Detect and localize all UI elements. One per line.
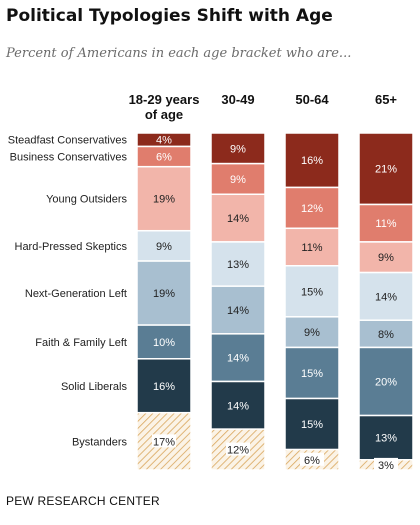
data-label-background xyxy=(300,452,324,466)
series-label: Solid Liberals xyxy=(61,381,128,393)
data-label: 4% xyxy=(156,135,172,147)
data-label: 16% xyxy=(153,381,175,393)
bar-segment xyxy=(136,260,192,326)
series-label: Bystanders xyxy=(72,436,128,448)
data-label: 6% xyxy=(156,152,172,164)
data-label: 9% xyxy=(230,143,246,155)
data-label: 9% xyxy=(156,241,172,253)
bar-segment xyxy=(210,162,266,196)
data-label: 19% xyxy=(153,288,175,300)
bar-segment xyxy=(210,132,266,165)
data-label: 16% xyxy=(301,155,323,167)
bar-segment xyxy=(210,380,266,430)
column-header: of age xyxy=(145,107,183,122)
column-header: 50-64 xyxy=(295,92,329,107)
bar-segment xyxy=(358,271,414,321)
data-label-background xyxy=(226,442,250,456)
bar-segment xyxy=(210,241,266,287)
column-header: 30-49 xyxy=(221,92,254,107)
column-header: 65+ xyxy=(375,92,397,107)
bar-segment xyxy=(358,203,414,243)
data-label: 15% xyxy=(301,419,323,431)
bar-segment xyxy=(358,346,414,417)
data-label: 12% xyxy=(301,203,323,215)
data-label: 14% xyxy=(227,400,249,412)
data-label: 14% xyxy=(375,291,397,303)
data-label: 13% xyxy=(227,259,249,271)
series-label: Young Outsiders xyxy=(46,194,127,206)
data-label: 14% xyxy=(227,353,249,365)
data-label: 13% xyxy=(375,433,397,445)
column-header: 18-29 years xyxy=(129,92,200,107)
chart-subtitle: Percent of Americans in each age bracket… xyxy=(6,46,352,61)
series-label: Hard-Pressed Skeptics xyxy=(15,241,128,253)
source-note: PEW RESEARCH CENTER xyxy=(6,494,160,508)
data-label: 9% xyxy=(304,327,320,339)
data-label-background xyxy=(374,457,398,471)
bar-segment xyxy=(284,186,340,230)
series-label: Steadfast Conservatives xyxy=(8,135,128,147)
data-label: 11% xyxy=(375,218,396,230)
bar-segment xyxy=(284,132,340,189)
data-label: 9% xyxy=(230,174,246,186)
chart-title: Political Typologies Shift with Age xyxy=(6,6,333,26)
data-label: 6% xyxy=(304,455,320,467)
data-label: 20% xyxy=(375,376,397,388)
data-label: 14% xyxy=(227,305,249,317)
data-label: 10% xyxy=(153,337,175,349)
bar-segment xyxy=(358,132,414,206)
data-label: 12% xyxy=(227,445,249,457)
bar-segment xyxy=(358,319,414,349)
data-label: 17% xyxy=(153,436,175,448)
bar-segment xyxy=(210,285,266,335)
data-label: 8% xyxy=(378,329,394,341)
bar-segment xyxy=(136,324,192,360)
data-label: 3% xyxy=(378,460,394,472)
bar-segment xyxy=(284,227,340,267)
series-label: Business Conservatives xyxy=(10,152,128,164)
data-label: 15% xyxy=(301,286,323,298)
bar-segment xyxy=(210,193,266,243)
bar-segment xyxy=(136,229,192,262)
bar-segment xyxy=(284,346,340,400)
data-label: 19% xyxy=(153,194,175,206)
data-label: 9% xyxy=(378,252,394,264)
series-label: Faith & Family Left xyxy=(35,337,127,349)
data-label: 11% xyxy=(301,242,322,254)
data-label: 14% xyxy=(227,213,249,225)
bar-segment xyxy=(210,333,266,383)
bar-segment xyxy=(136,358,192,414)
series-label: Next-Generation Left xyxy=(25,288,127,300)
bar-segment xyxy=(284,397,340,451)
data-label: 21% xyxy=(375,164,397,176)
data-label: 15% xyxy=(301,368,323,380)
data-label-background xyxy=(152,434,176,448)
